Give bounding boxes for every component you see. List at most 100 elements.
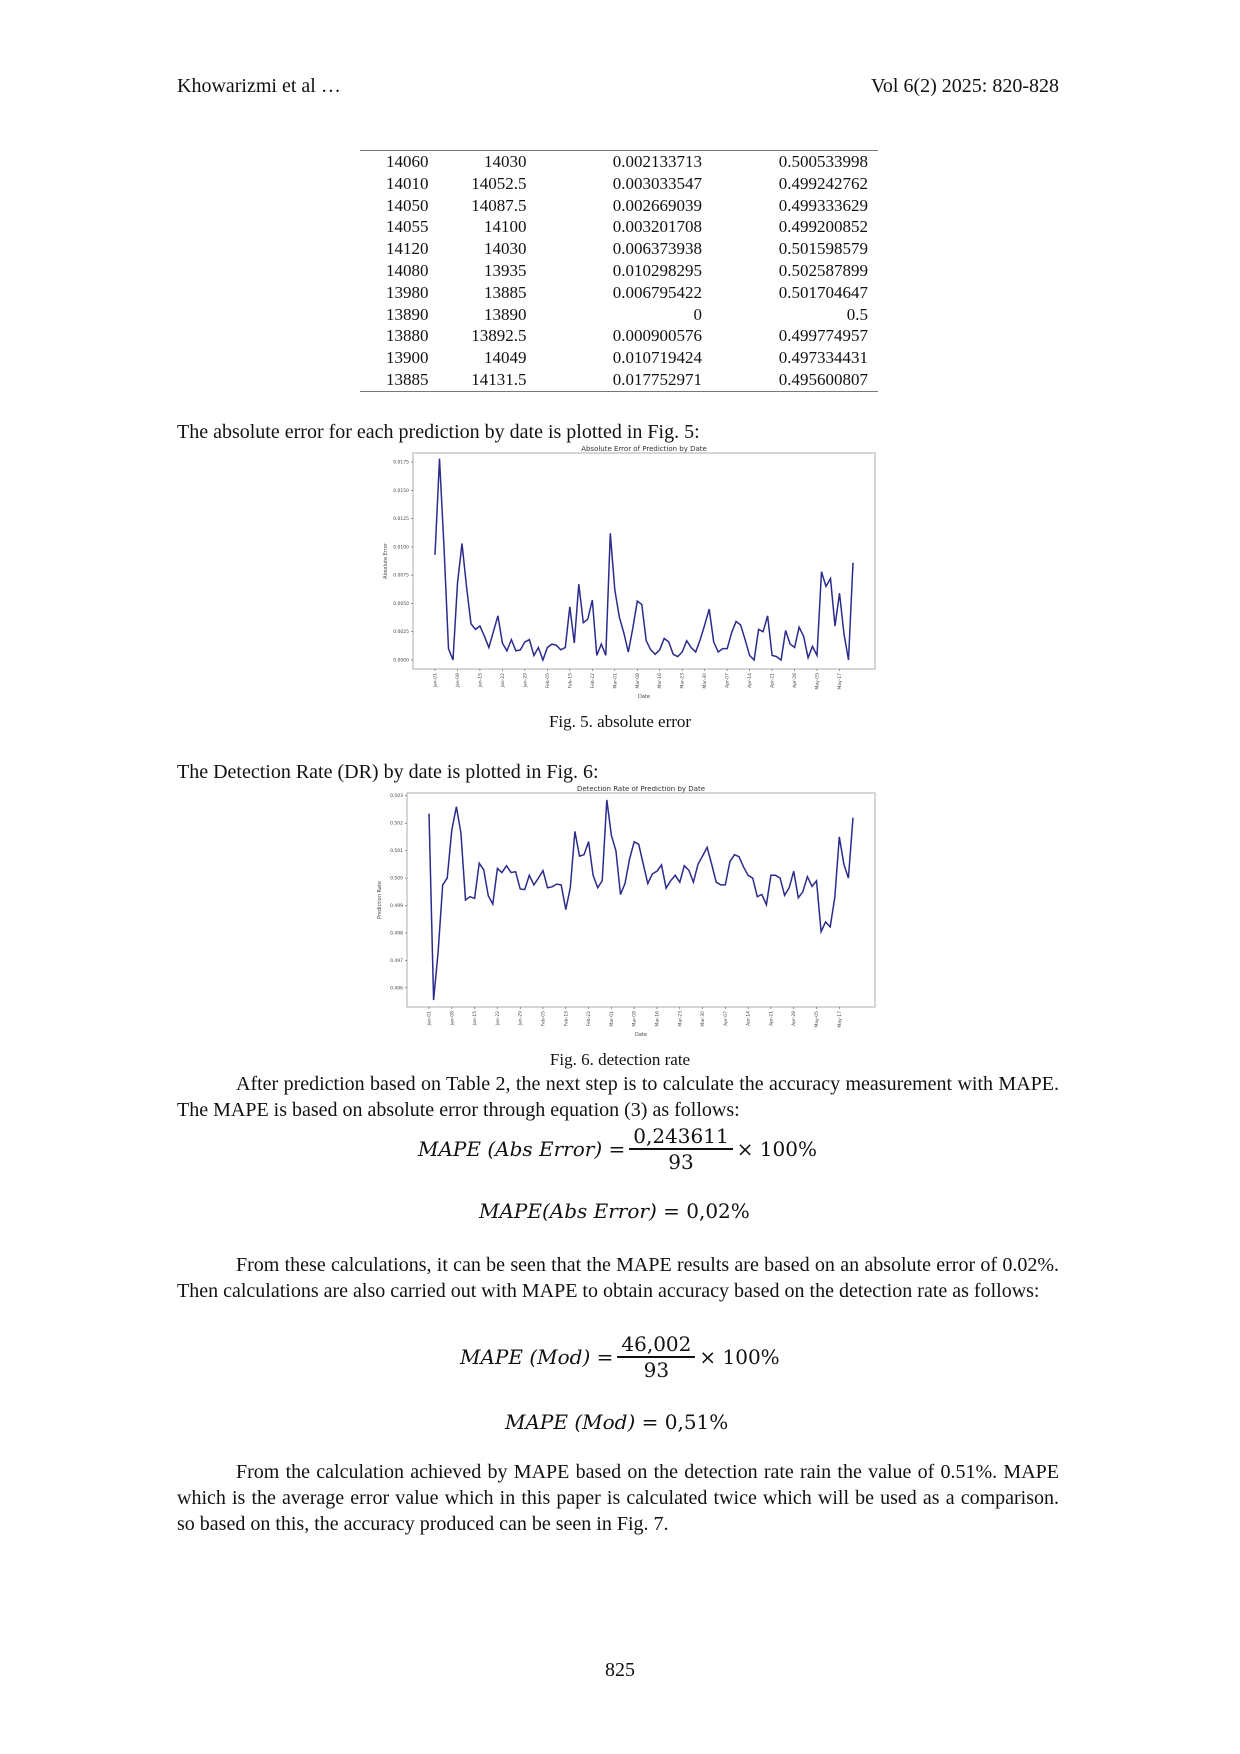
table-cell: 0.499333629 [778,195,868,215]
x-tick-label: Jan-01 [433,673,439,688]
chart-title: Detection Rate of Prediction by Date [577,786,705,793]
table-cell: 13890 [385,304,429,324]
eq-rhs: × 100% [699,1345,780,1369]
paragraph-mape-intro: After prediction based on Table 2, the n… [177,1073,1059,1121]
eq-lhs: MAPE(Abs Error) = [479,1199,680,1223]
x-tick-label: May-05 [814,1011,820,1028]
x-tick-label: Mar-30 [700,1011,706,1027]
table-cell: 14010 [385,173,429,193]
table-cell: 0.002669039 [612,195,702,215]
table-row: 14050 14087.5 0.002669039 0.499333629 [360,195,878,217]
y-tick-label: 0.0150 [393,488,409,494]
y-tick-label: 0.0075 [393,573,409,579]
eq-numerator: 46,002 [617,1332,696,1358]
table-cell: 14080 [385,260,429,280]
table-cell: 14055 [385,217,429,237]
y-tick-label: 0.497 [390,958,403,964]
eq-fraction: 0,243611 93 [629,1124,733,1174]
table-cell: 13890 [484,304,527,324]
x-tick-label: Apr-14 [747,673,753,688]
table-cell: 0.003033547 [612,173,702,193]
paragraph-conclusion: From the calculation achieved by MAPE ba… [177,1461,1059,1535]
x-axis-label: Date [638,694,650,700]
table-cell: 0.499242762 [778,173,868,193]
table-cell: 14087.5 [471,195,527,215]
eq-result: 0,51% [664,1410,729,1434]
equation-mape-mod-result: MAPE (Mod) = 0,51% [505,1410,728,1434]
x-tick-label: Jan-29 [522,673,528,688]
y-tick-label: 0.0050 [393,601,409,607]
table-cell: 0.5 [846,304,868,324]
x-tick-label: Apr-07 [725,673,731,688]
x-tick-label: Jan-29 [518,1011,524,1026]
x-tick-label: Mar-16 [654,1011,660,1027]
table-cell: 0.003201708 [612,217,702,237]
plot-frame [406,792,876,1008]
x-tick-label: Feb-05 [545,673,551,688]
x-tick-label: Jan-01 [427,1011,433,1026]
table-row: 14055 14100 0.003201708 0.499200852 [360,216,878,238]
table-cell: 14120 [385,239,429,259]
y-tick-label: 0.498 [390,930,403,936]
table-row: 14080 13935 0.010298295 0.502587899 [360,260,878,282]
table-cell: 14030 [484,152,527,171]
table-cell: 14100 [484,217,527,237]
y-tick-label: 0.496 [390,985,403,991]
table-cell: 0 [693,304,702,324]
table-cell: 13892.5 [471,326,527,346]
x-tick-label: May-05 [815,673,821,690]
table-cell: 14131.5 [471,369,527,389]
paragraph-mape-result: From these calculations, it can be seen … [177,1254,1059,1302]
x-axis-label: Date [635,1032,647,1038]
fig5-caption: Fig. 5. absolute error [548,712,692,731]
x-tick-label: Jan-22 [500,673,506,688]
y-tick-label: 0.500 [390,876,403,882]
plot-frame [412,452,876,670]
x-tick-label: Apr-21 [770,673,776,688]
table-cell: 14060 [385,152,429,171]
table-cell: 0.006795422 [612,282,702,302]
table-cell: 14030 [484,239,527,259]
table-cell: 0.500533998 [778,152,868,171]
eq-lhs: MAPE (Mod) = [505,1410,659,1434]
table-row: 13890 13890 0 0.5 [360,304,878,326]
y-axis-label: Absolute Error [383,542,389,579]
y-tick-label: 0.503 [390,793,403,799]
y-tick-label: 0.502 [390,821,403,827]
x-tick-label: Mar-30 [702,673,708,689]
eq-lhs: MAPE (Mod) = [460,1345,614,1369]
table-cell: 14049 [484,348,527,368]
x-tick-label: Apr-07 [723,1011,729,1026]
table-cell: 0.010719424 [612,348,702,368]
table-cell: 13980 [385,282,429,302]
x-tick-label: Mar-23 [680,673,686,689]
table-cell: 0.499200852 [778,217,868,237]
x-tick-label: Jan-15 [477,673,483,688]
fig5-intro: The absolute error for each prediction b… [177,421,700,443]
table-cell: 0.017752971 [612,369,702,389]
table-cell: 0.000900576 [612,326,702,346]
y-tick-label: 0.0100 [393,544,409,550]
table-row: 13885 14131.5 0.017752971 0.495600807 [360,369,878,391]
eq-numerator: 0,243611 [629,1124,733,1150]
y-axis-label: Prediction Rate [377,881,383,919]
fig6-caption: Fig. 6. detection rate [549,1050,691,1069]
page-number: 825 [605,1659,635,1681]
x-tick-label: Feb-22 [590,673,596,688]
running-header-volume: Vol 6(2) 2025: 820-828 [871,75,1059,97]
x-tick-label: Jan-15 [472,1011,478,1026]
data-table: 14060 14030 0.002133713 0.500533998 14010 140… [360,150,878,392]
table-cell: 0.501598579 [778,239,868,259]
table-cell: 0.499774957 [778,326,868,346]
x-tick-label: May-17 [837,1011,843,1028]
eq-rhs: × 100% [736,1137,817,1161]
data-series-line [428,799,854,1001]
x-tick-label: Jan-08 [449,1011,455,1026]
x-tick-label: Apr-28 [792,673,798,688]
x-tick-label: Mar-01 [612,673,618,689]
x-tick-label: May-17 [837,673,843,690]
y-tick-label: 0.0025 [393,629,409,635]
table-cell: 0.006373938 [612,239,702,259]
y-tick-label: 0.0125 [393,516,409,522]
